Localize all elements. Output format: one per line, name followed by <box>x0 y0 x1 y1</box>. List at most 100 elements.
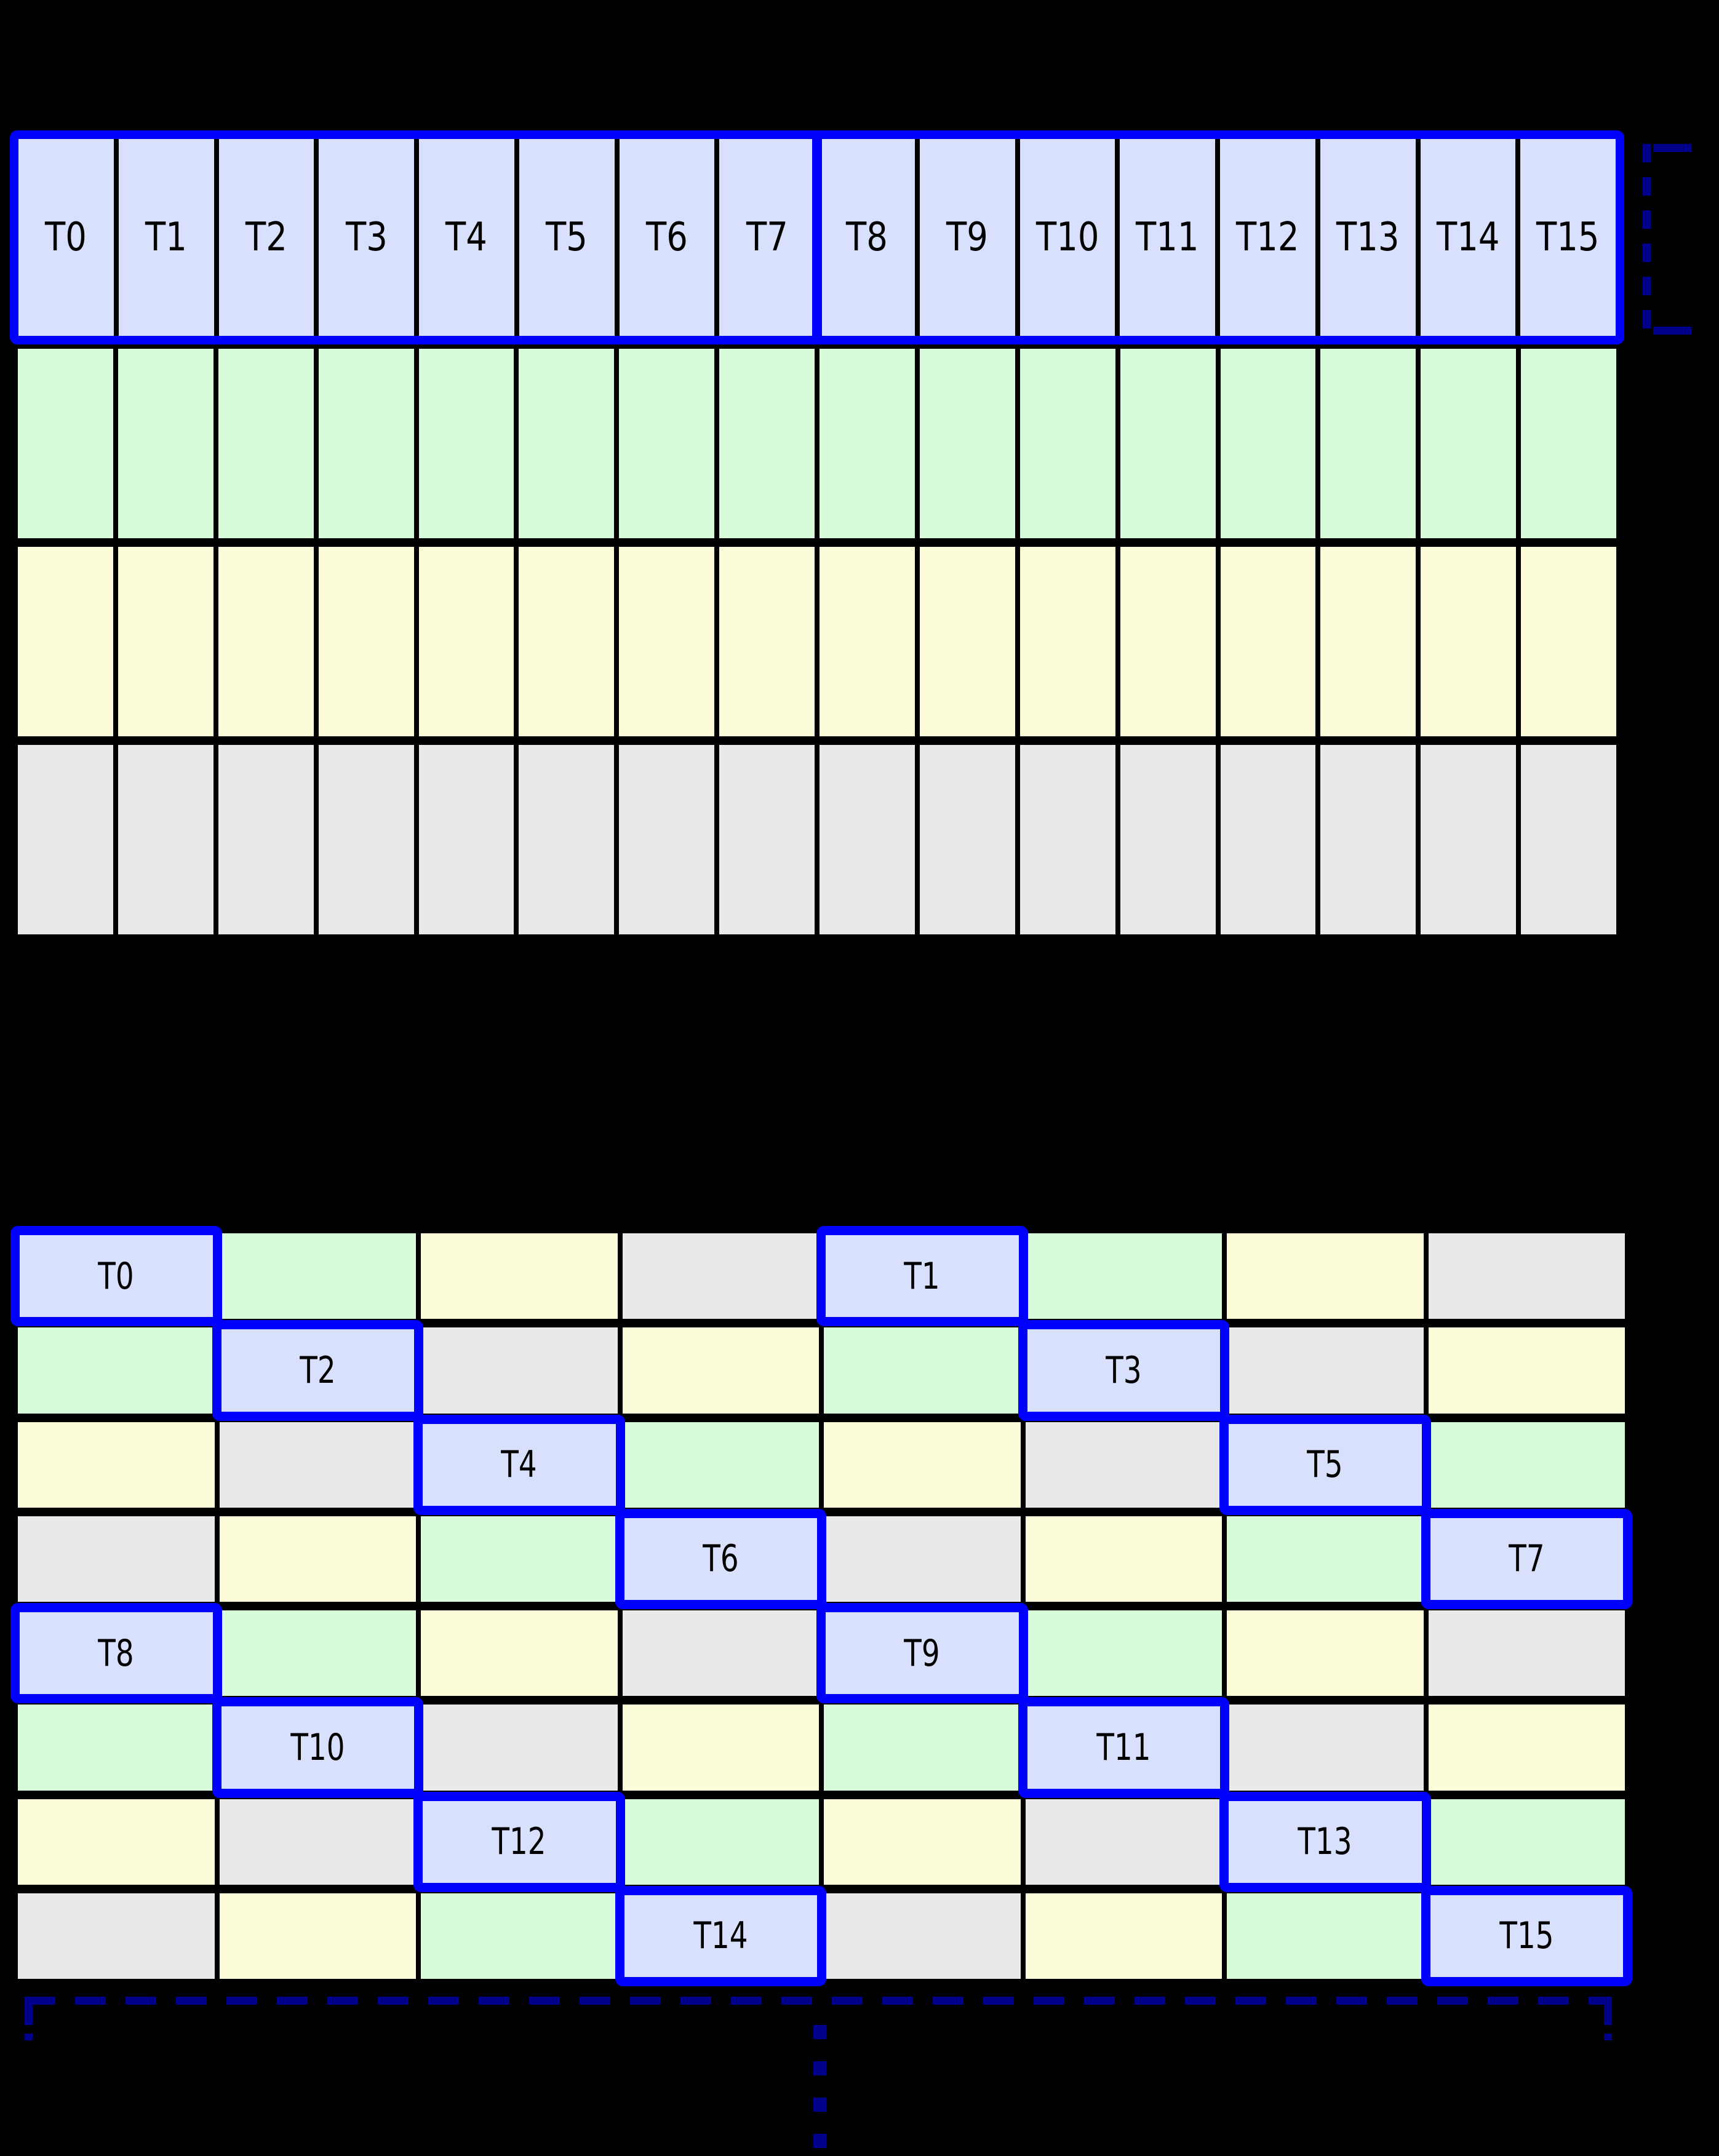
bank-cell-yellow <box>118 547 213 736</box>
bottom-bracket-left-tick <box>25 2005 33 2040</box>
bank-cell-yellow <box>1220 547 1316 736</box>
bank-cell-green <box>1025 1610 1222 1697</box>
bank-cell-yellow <box>318 547 414 736</box>
thread-cell-t3: T3 <box>1018 1320 1229 1421</box>
bank-cell-green <box>519 349 615 538</box>
thread-label: T11 <box>1136 215 1199 260</box>
bank-cell-gray <box>118 745 213 934</box>
thread-cell-t1: T1 <box>118 139 214 336</box>
thread-label: T7 <box>746 215 788 260</box>
thread-label: T4 <box>445 215 488 260</box>
bank-cell-gray <box>719 745 815 934</box>
thread-cell-t4: T4 <box>413 1414 624 1516</box>
bank-cell-gray <box>622 1233 819 1319</box>
bank-cell-yellow <box>219 1516 416 1602</box>
thread-cell-t5: T5 <box>519 139 615 336</box>
continuation-dots <box>813 2025 826 2156</box>
thread-cell-t9: T9 <box>816 1602 1027 1704</box>
bank-cell-gray <box>418 745 514 934</box>
thread-cell-t11: T11 <box>1120 139 1215 336</box>
bank-cell-yellow <box>919 547 1015 736</box>
top-grid-bank-rows <box>14 344 1621 939</box>
right-bracket-line <box>1643 144 1651 335</box>
thread-cell-t9: T9 <box>919 139 1015 336</box>
bank-cell-yellow <box>418 547 514 736</box>
bank-cell-green <box>1227 1893 1424 1979</box>
bank-cell-yellow <box>719 547 815 736</box>
bank-cell-gray <box>820 745 915 934</box>
thread-label: T9 <box>946 215 989 260</box>
thread-cell-t6: T6 <box>615 1508 826 1610</box>
bank-cell-green <box>421 1893 618 1979</box>
bank-cell-gray <box>18 1516 215 1602</box>
bank-cell-green <box>1220 349 1316 538</box>
bank-cell-gray <box>619 745 715 934</box>
bank-cell-gray <box>1025 1799 1222 1885</box>
thread-label: T10 <box>290 1725 345 1769</box>
bank-cell-gray <box>421 1327 618 1414</box>
bank-cell-yellow <box>1521 547 1616 736</box>
thread-cell-t3: T3 <box>319 139 414 336</box>
thread-label: T2 <box>300 1348 336 1392</box>
bank-cell-gray <box>318 745 414 934</box>
thread-label: T8 <box>846 215 888 260</box>
bank-cell-gray <box>919 745 1015 934</box>
bank-cell-gray <box>1428 1233 1625 1319</box>
bank-cell-green <box>18 1705 215 1791</box>
thread-cell-t13: T13 <box>1320 139 1416 336</box>
bank-cell-green <box>1320 349 1416 538</box>
bank-cell-green <box>1521 349 1616 538</box>
bank-cell-green <box>318 349 414 538</box>
transaction-divider <box>812 132 822 343</box>
thread-label: T6 <box>703 1537 739 1581</box>
bank-cell-gray <box>824 1516 1021 1602</box>
bank-cell-gray <box>1421 745 1517 934</box>
thread-label: T0 <box>45 215 87 260</box>
bank-cell-green <box>1421 349 1517 538</box>
bank-cell-yellow <box>1025 1893 1222 1979</box>
bank-cell-yellow <box>18 547 113 736</box>
bank-cell-gray <box>622 1610 819 1697</box>
bank-cell-green <box>622 1799 819 1885</box>
thread-cell-t0: T0 <box>18 139 114 336</box>
bank-cell-gray <box>218 745 314 934</box>
bank-cell-green <box>1428 1422 1625 1508</box>
bank-cell-gray <box>824 1893 1021 1979</box>
bank-cell-green <box>219 1610 416 1697</box>
thread-label: T9 <box>904 1631 940 1675</box>
thread-label: T13 <box>1298 1820 1352 1864</box>
thread-cell-t5: T5 <box>1219 1414 1430 1516</box>
bank-cell-green <box>824 1327 1021 1414</box>
bank-cell-gray <box>219 1799 416 1885</box>
bank-cell-green <box>820 349 915 538</box>
thread-label: T3 <box>1106 1348 1142 1392</box>
bank-cell-yellow <box>1320 547 1416 736</box>
bank-cell-green <box>18 1327 215 1414</box>
bank-cell-green <box>719 349 815 538</box>
thread-label: T14 <box>1436 215 1500 260</box>
bank-cell-gray <box>1220 745 1316 934</box>
thread-cell-t8: T8 <box>10 1602 221 1704</box>
bank-cell-gray <box>1120 745 1216 934</box>
thread-cell-t12: T12 <box>1220 139 1315 336</box>
bank-cell-gray <box>1025 1422 1222 1508</box>
thread-cell-t13: T13 <box>1219 1791 1430 1893</box>
bank-cell-yellow <box>219 1893 416 1979</box>
thread-cell-t4: T4 <box>419 139 514 336</box>
bank-cell-yellow <box>824 1422 1021 1508</box>
thread-cell-t2: T2 <box>218 139 314 336</box>
thread-cell-t15: T15 <box>1520 139 1616 336</box>
bank-cell-gray <box>219 1422 416 1508</box>
bank-cell-yellow <box>1120 547 1216 736</box>
bank-cell-gray <box>18 1893 215 1979</box>
bank-cell-green <box>1227 1516 1424 1602</box>
thread-label: T5 <box>546 215 588 260</box>
thread-label: T12 <box>492 1820 546 1864</box>
thread-label: T8 <box>98 1631 134 1675</box>
bank-cell-yellow <box>18 1422 215 1508</box>
thread-label: T4 <box>501 1443 537 1487</box>
thread-label: T3 <box>345 215 388 260</box>
bank-cell-green <box>418 349 514 538</box>
bottom-bracket-right-tick <box>1604 2005 1612 2040</box>
bank-cell-gray <box>421 1705 618 1791</box>
